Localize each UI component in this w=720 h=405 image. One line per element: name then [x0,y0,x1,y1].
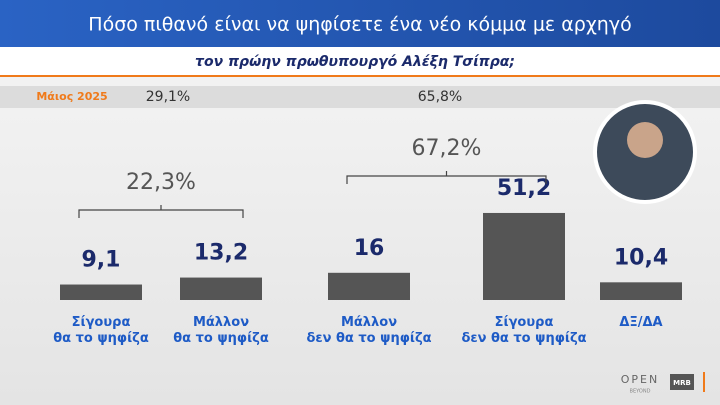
value-label: 10,4 [614,245,668,270]
category-label: ΔΞ/ΔΑ [619,315,662,330]
category-label: Σίγουρα θα το ψηφίζα [53,315,149,346]
value-label: 51,2 [497,176,551,201]
category-label: Μάλλον θα το ψηφίζα [173,315,269,346]
pollster-logo: MRB [673,379,691,387]
brand-sub: BEYOND [630,389,651,395]
pollster-logo-box [670,374,694,390]
bar [483,212,565,300]
chart-title: Πόσο πιθανό είναι να ψηφίσετε ένα νέο κό… [88,14,631,36]
footer-accent [703,372,705,392]
comparison-value: 65,8% [418,89,462,105]
chart-subtitle: τον πρώην πρωθυπουργό Αλέξη Τσίπρα; [195,54,515,70]
bar [600,282,682,300]
category-label: Μάλλον δεν θα το ψηφίζα [306,315,431,346]
subtitle-band [0,47,720,75]
brand-logo: OPEN [621,373,659,386]
value-label: 13,2 [194,241,248,266]
value-label: 9,1 [82,248,121,273]
comparison-label: Μάιος 2025 [36,90,107,103]
category-label: Σίγουρα δεν θα το ψηφίζα [461,315,586,346]
comparison-value: 29,1% [146,89,190,105]
portrait-face [627,122,663,158]
bar [180,277,262,300]
group-bracket [78,205,244,218]
value-label: 16 [354,236,385,261]
group-bracket [346,171,547,184]
bar [328,272,410,300]
bar [60,284,142,300]
title-band [0,0,720,47]
subtitle-rule [0,75,720,77]
group-label: 22,3% [126,170,196,195]
group-label: 67,2% [412,136,482,161]
comparison-band [0,86,720,108]
